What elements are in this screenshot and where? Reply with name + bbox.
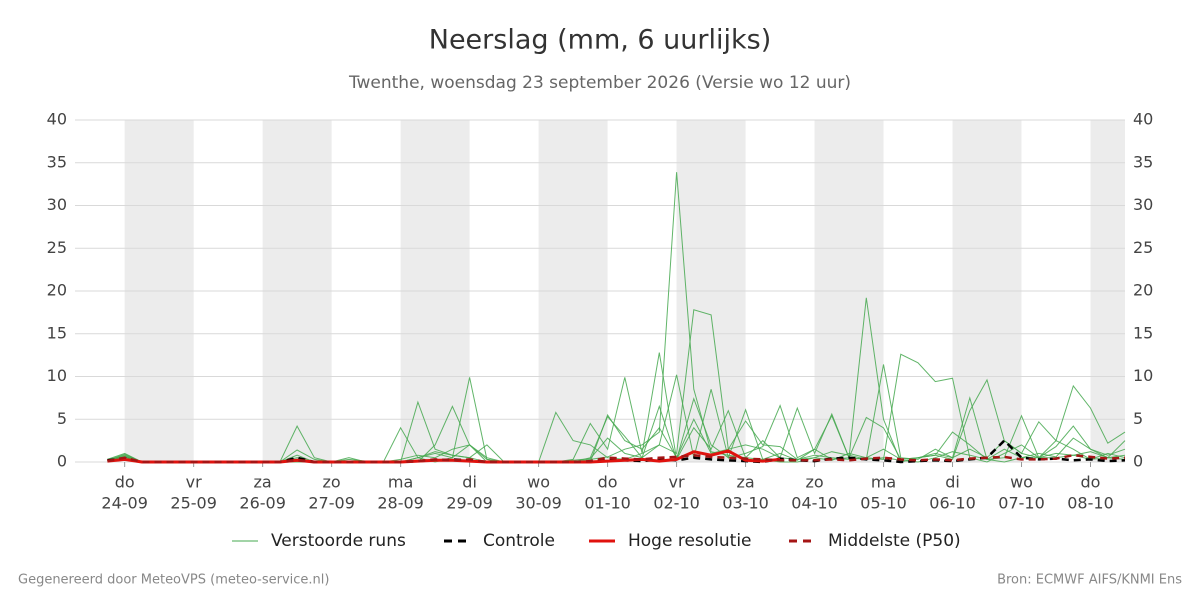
y-tick-label: 25 bbox=[47, 238, 67, 257]
y-tick-label: 5 bbox=[57, 409, 67, 428]
x-tick-label: 05-10 bbox=[860, 494, 907, 513]
x-tick-day: zo bbox=[805, 473, 823, 492]
x-tick-label: 27-09 bbox=[308, 494, 355, 513]
y2-tick-label: 20 bbox=[1133, 281, 1153, 300]
y-tick-label: 0 bbox=[57, 452, 67, 471]
x-tick-day: wo bbox=[1010, 473, 1033, 492]
y2-tick-label: 0 bbox=[1133, 452, 1143, 471]
x-tick-label: 03-10 bbox=[722, 494, 769, 513]
y2-tick-label: 15 bbox=[1133, 323, 1153, 342]
y-tick-label: 30 bbox=[47, 195, 67, 214]
chart-title: Neerslag (mm, 6 uurlijks) bbox=[429, 25, 771, 56]
x-tick-day: vr bbox=[669, 473, 685, 492]
x-tick-day: di bbox=[462, 473, 477, 492]
y-tick-label: 35 bbox=[47, 152, 67, 171]
x-tick-label: 30-09 bbox=[515, 494, 562, 513]
y2-tick-label: 35 bbox=[1133, 152, 1153, 171]
y2-tick-label: 25 bbox=[1133, 238, 1153, 257]
x-tick-label: 28-09 bbox=[377, 494, 424, 513]
series-line bbox=[107, 453, 1126, 464]
x-tick-day: zo bbox=[323, 473, 341, 492]
x-tick-day: za bbox=[254, 473, 272, 492]
x-tick-day: di bbox=[945, 473, 960, 492]
y-tick-label: 20 bbox=[47, 281, 67, 300]
y-tick-label: 40 bbox=[47, 110, 67, 129]
x-tick-day: ma bbox=[388, 473, 413, 492]
x-tick-day: do bbox=[1081, 473, 1101, 492]
x-tick-label: 29-09 bbox=[446, 494, 493, 513]
x-tick-label: 02-10 bbox=[653, 494, 700, 513]
y2-tick-label: 30 bbox=[1133, 195, 1153, 214]
y-tick-label: 10 bbox=[47, 366, 67, 385]
footer-left: Gegenereerd door MeteoVPS (meteo-service… bbox=[18, 573, 329, 588]
x-tick-label: 07-10 bbox=[998, 494, 1045, 513]
legend-label: Verstoorde runs bbox=[271, 531, 406, 551]
x-tick-day: do bbox=[115, 473, 135, 492]
legend-label: Hoge resolutie bbox=[628, 531, 752, 551]
x-tick-day: vr bbox=[186, 473, 202, 492]
x-tick-day: za bbox=[736, 473, 754, 492]
y2-tick-label: 40 bbox=[1133, 110, 1153, 129]
legend-label: Middelste (P50) bbox=[828, 531, 961, 551]
legend-label: Controle bbox=[483, 531, 555, 551]
x-tick-label: 08-10 bbox=[1067, 494, 1114, 513]
y2-tick-label: 10 bbox=[1133, 366, 1153, 385]
x-tick-label: 26-09 bbox=[239, 494, 286, 513]
x-tick-day: do bbox=[598, 473, 618, 492]
chart-subtitle: Twenthe, woensdag 23 september 2026 (Ver… bbox=[348, 73, 851, 93]
x-tick-label: 06-10 bbox=[929, 494, 976, 513]
y2-tick-label: 5 bbox=[1133, 409, 1143, 428]
x-tick-day: ma bbox=[871, 473, 896, 492]
x-tick-label: 01-10 bbox=[584, 494, 631, 513]
x-tick-label: 24-09 bbox=[101, 494, 148, 513]
y-tick-label: 15 bbox=[47, 323, 67, 342]
x-tick-label: 04-10 bbox=[791, 494, 838, 513]
x-tick-day: wo bbox=[527, 473, 550, 492]
footer-right: Bron: ECMWF AIFS/KNMI Ens bbox=[997, 573, 1182, 588]
x-tick-label: 25-09 bbox=[170, 494, 217, 513]
